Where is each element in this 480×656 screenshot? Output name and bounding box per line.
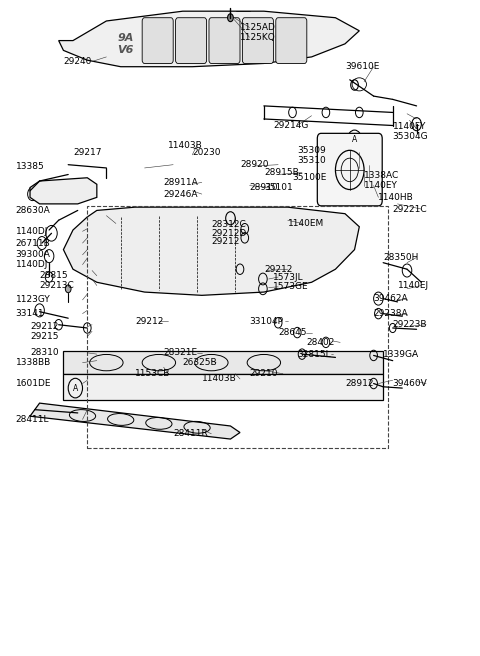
- Text: 29238A: 29238A: [373, 309, 408, 318]
- Text: 11403B: 11403B: [202, 375, 237, 384]
- Text: 33141: 33141: [16, 309, 44, 318]
- Text: 29223B: 29223B: [393, 320, 427, 329]
- FancyBboxPatch shape: [276, 18, 307, 64]
- Text: 28915B: 28915B: [264, 168, 299, 177]
- Text: A: A: [73, 384, 78, 392]
- Text: 29246A: 29246A: [164, 190, 198, 199]
- Text: 29212D: 29212D: [211, 229, 247, 237]
- Text: 39462A: 39462A: [373, 294, 408, 303]
- Text: 28411L: 28411L: [16, 415, 49, 424]
- FancyBboxPatch shape: [242, 18, 274, 64]
- Text: 39460V: 39460V: [393, 379, 428, 388]
- Text: 29212: 29212: [135, 317, 163, 326]
- FancyBboxPatch shape: [209, 18, 240, 64]
- Text: 1123GY: 1123GY: [16, 295, 50, 304]
- Text: 28350H: 28350H: [383, 253, 419, 262]
- Text: 28411R: 28411R: [173, 429, 208, 438]
- Circle shape: [228, 14, 233, 22]
- Text: 1140FY: 1140FY: [393, 122, 426, 131]
- Text: 1140DJ: 1140DJ: [16, 260, 48, 269]
- Text: 28911A: 28911A: [164, 178, 198, 187]
- Text: 29221C: 29221C: [393, 205, 427, 214]
- Polygon shape: [59, 11, 360, 67]
- Text: 26711B: 26711B: [16, 239, 50, 247]
- Text: 1125AD: 1125AD: [240, 23, 276, 32]
- Text: 39300A: 39300A: [16, 251, 50, 259]
- Text: 1125KQ: 1125KQ: [240, 33, 276, 42]
- Text: 29212: 29212: [264, 265, 292, 274]
- Text: 1338AC: 1338AC: [364, 171, 399, 180]
- Text: 29213C: 29213C: [39, 281, 74, 290]
- Text: 32815L: 32815L: [297, 350, 331, 359]
- Text: 28920: 28920: [240, 160, 268, 169]
- Text: 26325B: 26325B: [183, 358, 217, 367]
- Polygon shape: [63, 374, 383, 400]
- Text: 13385: 13385: [16, 161, 45, 171]
- Text: 28815: 28815: [39, 271, 68, 280]
- Text: 35309: 35309: [297, 146, 326, 155]
- Polygon shape: [30, 178, 97, 204]
- Polygon shape: [63, 351, 383, 374]
- Text: 35304G: 35304G: [393, 132, 428, 141]
- Polygon shape: [63, 207, 360, 295]
- Text: 35101: 35101: [264, 183, 293, 192]
- Text: 28645: 28645: [278, 328, 307, 337]
- FancyBboxPatch shape: [176, 18, 206, 64]
- Text: A: A: [352, 135, 357, 144]
- FancyBboxPatch shape: [142, 18, 173, 64]
- Text: 28321E: 28321E: [164, 348, 198, 358]
- Text: 35100E: 35100E: [292, 173, 327, 182]
- Text: 20230: 20230: [192, 148, 221, 157]
- Text: 29212: 29212: [30, 322, 59, 331]
- Text: 1339GA: 1339GA: [383, 350, 420, 359]
- Text: 1573JL: 1573JL: [274, 272, 304, 281]
- Text: 29214G: 29214G: [274, 121, 309, 130]
- Text: 1140EY: 1140EY: [364, 181, 398, 190]
- Text: 35310: 35310: [297, 155, 326, 165]
- Polygon shape: [30, 403, 240, 439]
- Text: 28910: 28910: [250, 183, 278, 192]
- Text: 1338BB: 1338BB: [16, 358, 51, 367]
- Text: 33104P: 33104P: [250, 317, 284, 326]
- Text: 11403B: 11403B: [168, 140, 203, 150]
- Text: 1140DJ: 1140DJ: [16, 227, 48, 236]
- Text: 28912: 28912: [345, 379, 373, 388]
- Text: 9A
V6: 9A V6: [117, 33, 133, 54]
- Text: 1140EJ: 1140EJ: [397, 281, 429, 290]
- Text: 29210: 29210: [250, 369, 278, 379]
- Text: 1140EM: 1140EM: [288, 219, 324, 228]
- Text: 1601DE: 1601DE: [16, 379, 51, 388]
- Circle shape: [65, 285, 71, 293]
- Text: 29217: 29217: [73, 148, 101, 157]
- Text: 1140HB: 1140HB: [378, 193, 414, 202]
- Text: 28402: 28402: [307, 338, 335, 347]
- FancyBboxPatch shape: [317, 133, 382, 206]
- Text: 39610E: 39610E: [345, 62, 379, 72]
- Text: 28310: 28310: [30, 348, 59, 358]
- Text: 28630A: 28630A: [16, 206, 50, 215]
- Text: 29240: 29240: [63, 57, 92, 66]
- Text: 1573GE: 1573GE: [274, 282, 309, 291]
- Text: 1153CB: 1153CB: [135, 369, 170, 379]
- Text: 29212: 29212: [211, 237, 240, 246]
- Text: 29215: 29215: [30, 332, 59, 341]
- Text: 28312C: 28312C: [211, 220, 246, 230]
